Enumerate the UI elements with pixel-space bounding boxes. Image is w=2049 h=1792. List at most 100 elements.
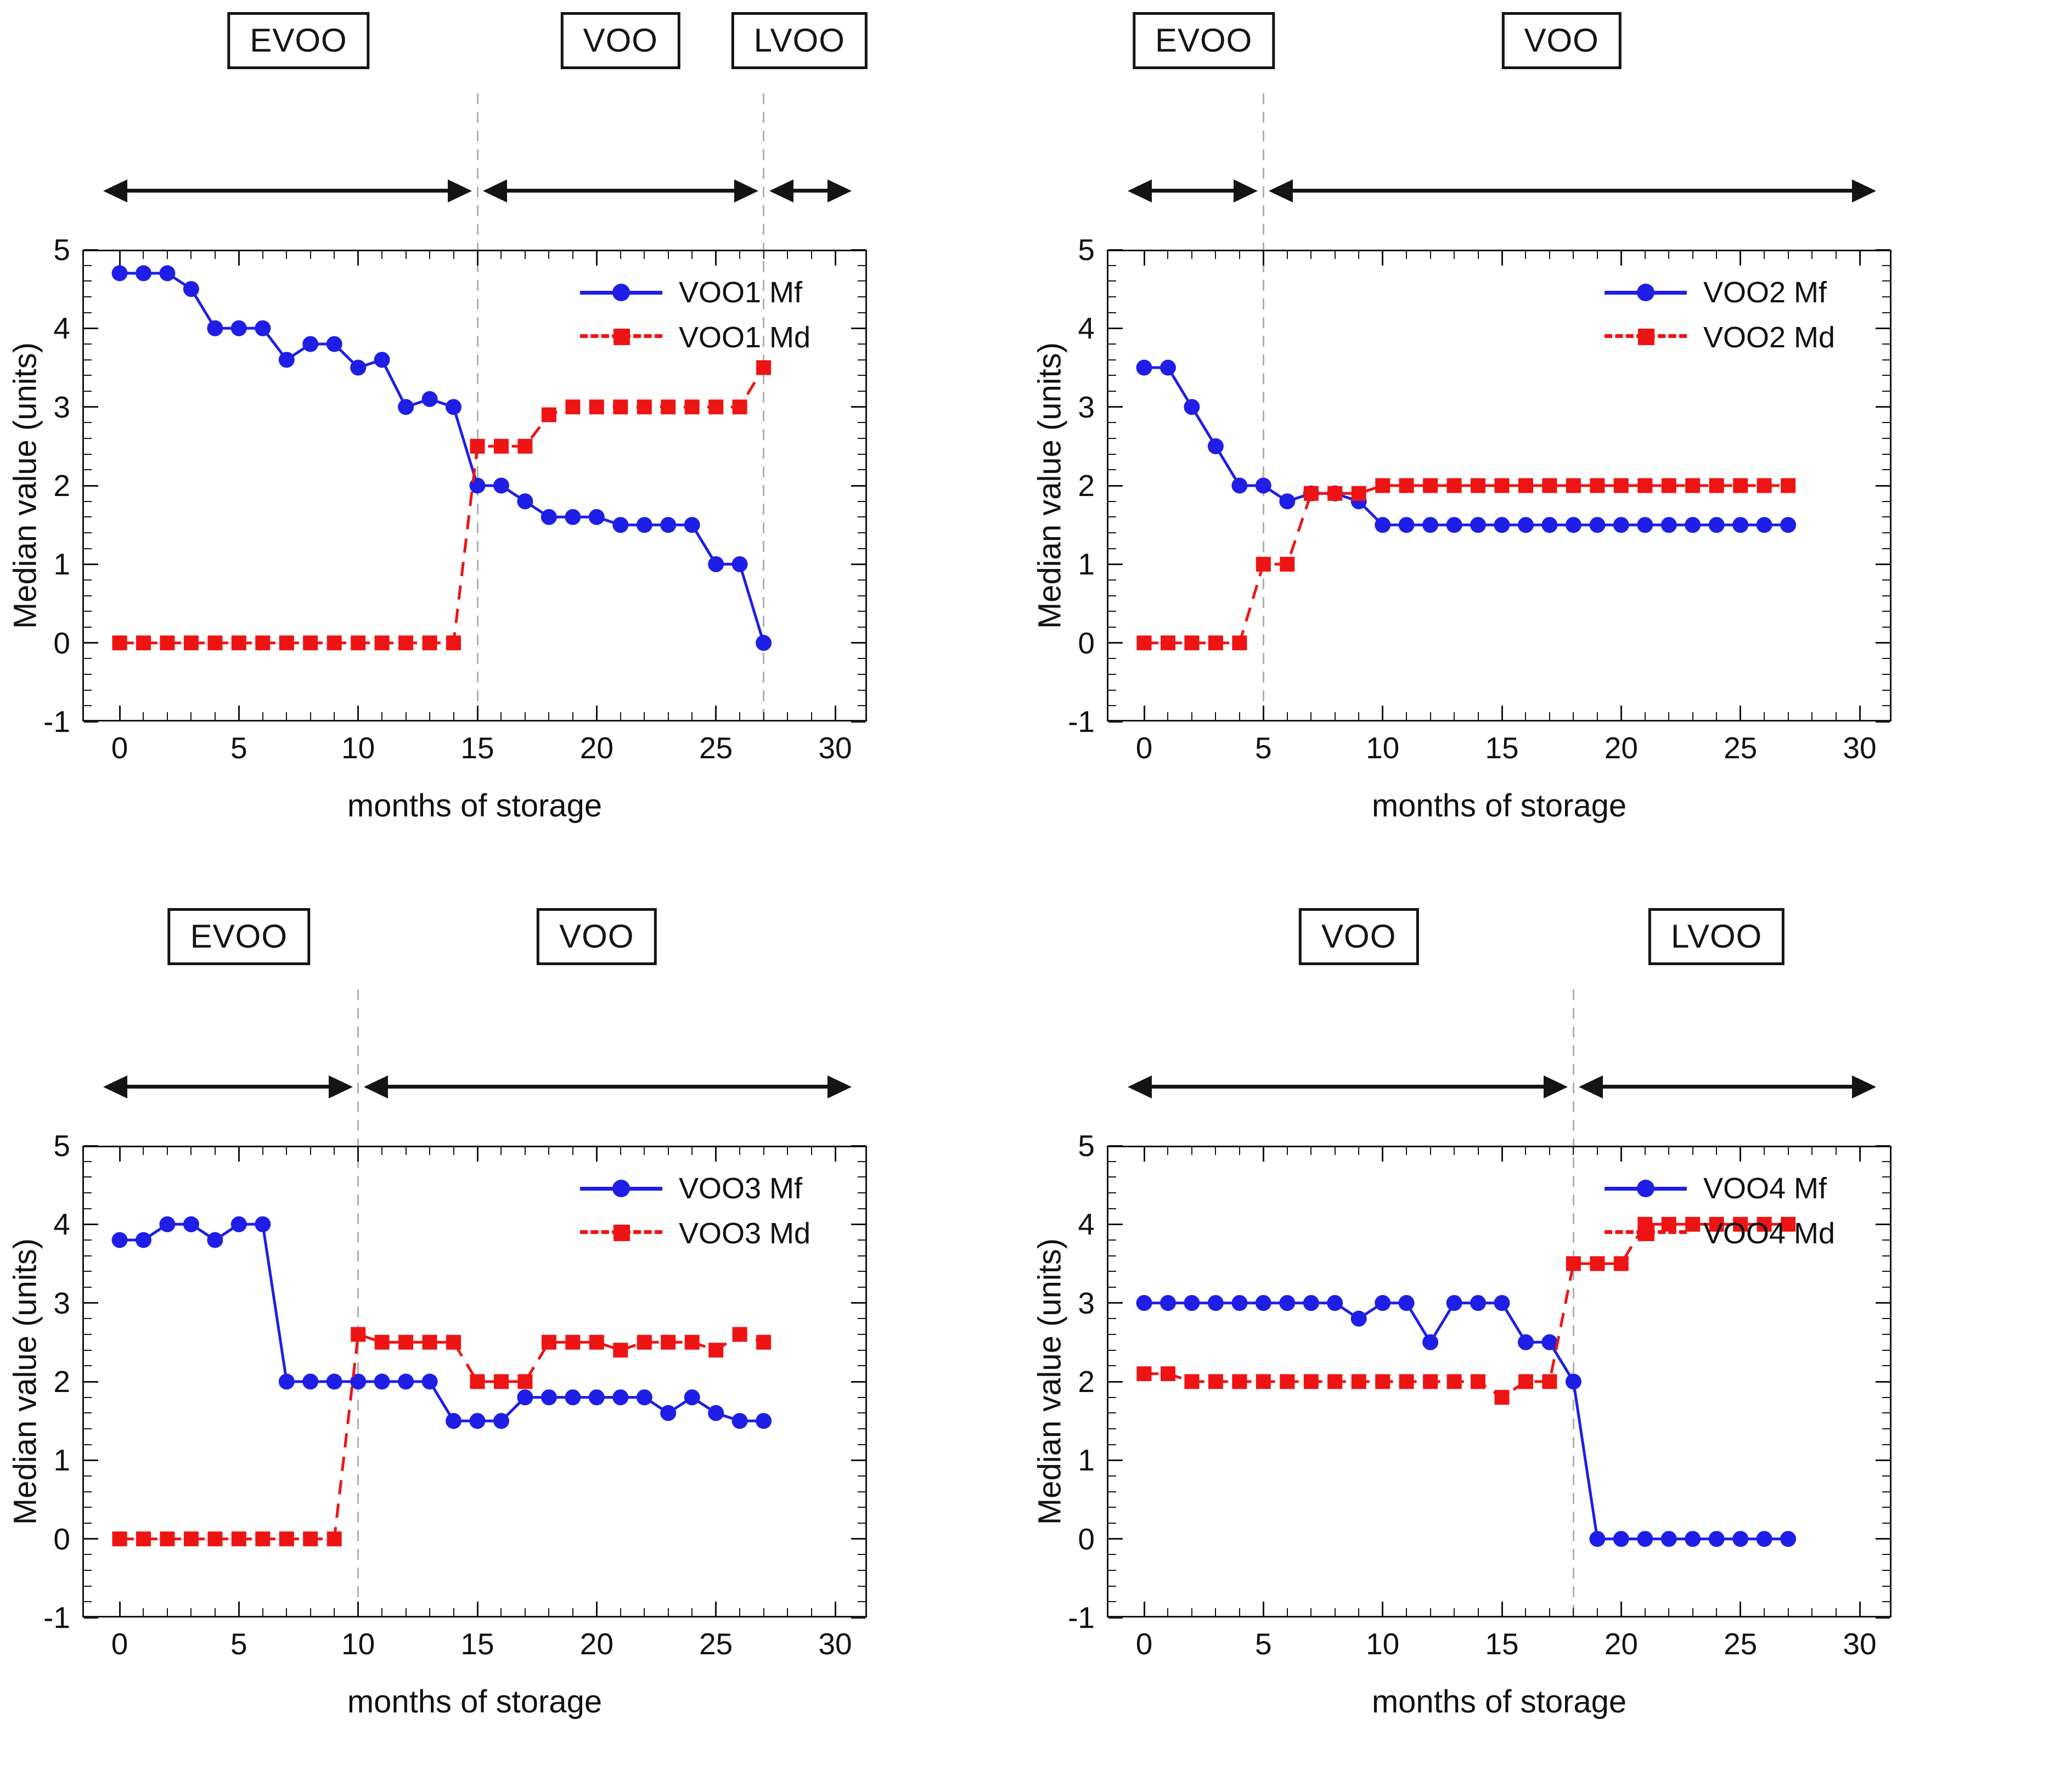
legend-label: VOO1 Md bbox=[679, 321, 811, 354]
x-minor-tick-top bbox=[166, 251, 168, 259]
y-minor-tick bbox=[1108, 1475, 1116, 1477]
marker-square-icon bbox=[637, 1334, 652, 1350]
marker-circle-icon bbox=[326, 1373, 342, 1390]
x-major-tick bbox=[834, 1602, 836, 1616]
marker-square-icon bbox=[303, 635, 318, 651]
x-minor-tick-top bbox=[286, 1147, 288, 1155]
x-minor-tick bbox=[1787, 712, 1789, 720]
x-minor-tick-top bbox=[262, 1147, 263, 1155]
y-major-tick bbox=[1108, 1459, 1123, 1461]
legend-item: VOO1 Md bbox=[580, 315, 810, 360]
marker-circle-icon bbox=[731, 556, 748, 572]
x-minor-tick bbox=[262, 1608, 263, 1616]
marker-square-icon bbox=[1590, 478, 1605, 493]
y-major-tick bbox=[1108, 484, 1123, 487]
marker-square-icon bbox=[1256, 1374, 1271, 1389]
y-minor-tick bbox=[84, 422, 92, 424]
marker-square-icon bbox=[207, 635, 223, 651]
y-minor-tick-right bbox=[1882, 1428, 1890, 1429]
x-minor-tick-top bbox=[1167, 1147, 1169, 1155]
y-major-tick-right bbox=[1876, 249, 1890, 251]
marker-circle-icon bbox=[207, 1232, 223, 1248]
marker-circle-icon bbox=[1303, 1295, 1319, 1311]
x-major-tick bbox=[1740, 1602, 1742, 1616]
x-minor-tick bbox=[334, 1608, 335, 1616]
x-tick-label: 15 bbox=[460, 731, 494, 765]
y-tick-label: 3 bbox=[53, 1286, 70, 1320]
y-minor-tick bbox=[84, 438, 92, 439]
x-minor-tick bbox=[1286, 712, 1288, 720]
y-minor-tick bbox=[84, 391, 92, 392]
marker-circle-icon bbox=[111, 265, 128, 281]
marker-square-icon bbox=[1423, 478, 1438, 493]
y-major-tick bbox=[1108, 406, 1123, 408]
legend-item: VOO4 Mf bbox=[1605, 1166, 1835, 1211]
y-tick-label: 2 bbox=[53, 1365, 70, 1399]
x-minor-tick bbox=[691, 712, 693, 720]
marker-square-icon bbox=[661, 1334, 676, 1350]
y-minor-tick bbox=[1108, 1192, 1116, 1193]
marker-square-icon bbox=[279, 1531, 294, 1547]
y-minor-tick-right bbox=[1882, 1554, 1890, 1556]
x-minor-tick bbox=[1239, 1608, 1240, 1616]
y-tick-label: 4 bbox=[53, 311, 70, 346]
y-minor-tick-right bbox=[858, 516, 865, 518]
y-minor-tick-right bbox=[858, 1287, 865, 1288]
x-minor-tick bbox=[1835, 712, 1837, 720]
marker-circle-icon bbox=[159, 1216, 176, 1232]
marker-circle-icon bbox=[565, 509, 581, 525]
marker-circle-icon bbox=[1589, 1531, 1606, 1547]
x-minor-tick-top bbox=[1525, 1147, 1527, 1155]
y-minor-tick-right bbox=[1882, 611, 1890, 612]
x-minor-tick bbox=[381, 712, 383, 720]
x-minor-tick bbox=[429, 712, 431, 720]
y-minor-tick bbox=[1108, 1160, 1116, 1162]
x-major-tick-top bbox=[1382, 251, 1384, 266]
y-minor-tick-right bbox=[858, 1396, 865, 1398]
x-minor-tick bbox=[1787, 1608, 1789, 1616]
marker-circle-icon bbox=[1207, 1295, 1224, 1311]
y-minor-tick-right bbox=[1882, 548, 1890, 549]
y-minor-tick bbox=[1108, 1507, 1116, 1508]
y-minor-tick-right bbox=[1882, 375, 1890, 376]
x-axis-title: months of storage bbox=[1371, 1684, 1627, 1720]
y-minor-tick-right bbox=[1882, 1239, 1890, 1241]
region-label: VOO bbox=[583, 22, 658, 59]
region-label-box: EVOO bbox=[167, 908, 311, 965]
marker-square-icon bbox=[494, 1374, 509, 1389]
marker-square-icon bbox=[637, 399, 652, 415]
marker-square-icon bbox=[1661, 1216, 1676, 1232]
x-major-tick-top bbox=[715, 1147, 717, 1162]
legend-marker-sample bbox=[613, 329, 630, 345]
marker-circle-icon bbox=[421, 1373, 438, 1390]
region-extent-arrow-line bbox=[1147, 1085, 1549, 1089]
y-minor-tick bbox=[84, 1192, 92, 1193]
marker-circle-icon bbox=[1422, 1334, 1439, 1350]
x-minor-tick bbox=[691, 1608, 693, 1616]
marker-square-icon bbox=[1757, 1216, 1772, 1232]
x-minor-tick bbox=[286, 1608, 288, 1616]
y-minor-tick bbox=[1108, 1585, 1116, 1587]
x-minor-tick bbox=[1454, 712, 1455, 720]
y-minor-tick bbox=[1108, 532, 1116, 533]
y-minor-tick bbox=[84, 611, 92, 612]
series-line-voo2-mf bbox=[1144, 366, 1788, 527]
x-major-tick-top bbox=[1859, 1147, 1861, 1162]
y-minor-tick bbox=[1108, 1428, 1116, 1429]
arrowhead-left-icon bbox=[103, 1075, 127, 1098]
legend-dashed-line-square-icon bbox=[580, 1221, 662, 1246]
y-axis-title-text: Median value (units) bbox=[1032, 342, 1068, 629]
marker-circle-icon bbox=[636, 1389, 652, 1406]
y-major-tick bbox=[84, 563, 98, 565]
x-minor-tick bbox=[1167, 1608, 1169, 1616]
marker-circle-icon bbox=[1231, 1295, 1248, 1311]
marker-square-icon bbox=[1590, 1256, 1605, 1271]
y-major-tick-right bbox=[851, 642, 865, 644]
y-major-tick bbox=[84, 1223, 98, 1225]
y-minor-tick bbox=[84, 532, 92, 533]
marker-square-icon bbox=[1542, 478, 1557, 493]
marker-square-icon bbox=[112, 1531, 127, 1547]
x-minor-tick-top bbox=[1764, 1147, 1765, 1155]
marker-circle-icon bbox=[469, 1413, 486, 1429]
x-minor-tick bbox=[1549, 1608, 1550, 1616]
